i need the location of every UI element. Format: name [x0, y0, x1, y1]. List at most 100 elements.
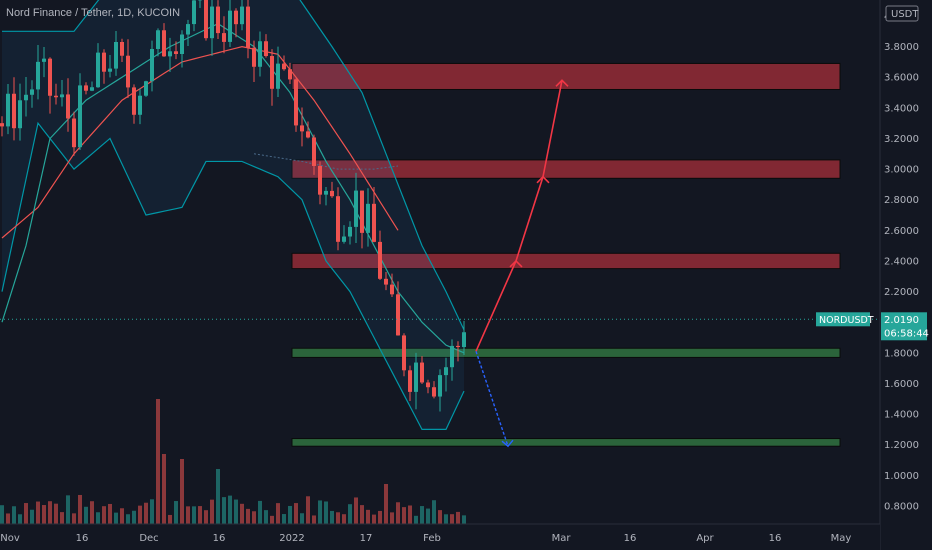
candle-body [180, 34, 184, 54]
volume-bar [378, 510, 382, 524]
x-tick-label: Apr [696, 533, 714, 544]
volume-bar [390, 512, 394, 524]
volume-bar [246, 508, 250, 524]
candle-body [90, 87, 94, 91]
volume-bar [402, 507, 406, 524]
y-tick-label: 3.0000 [884, 165, 919, 176]
volume-bar [48, 501, 52, 524]
volume-bar [222, 497, 226, 524]
volume-bar [162, 454, 166, 524]
candle-body [408, 370, 412, 392]
volume-bar [228, 495, 232, 524]
volume-bar [450, 514, 454, 524]
volume-bar [372, 514, 376, 524]
volume-bar [54, 503, 58, 524]
candle-body [318, 165, 322, 195]
y-tick-label: 1.8000 [884, 348, 919, 359]
volume-bar [6, 513, 10, 524]
volume-bar [24, 503, 28, 524]
y-tick-label: 3.4000 [884, 103, 919, 114]
resistance-zone [291, 159, 841, 179]
volume-bar [288, 505, 292, 524]
volume-bar [30, 509, 34, 524]
volume-bar [102, 506, 106, 524]
candle-body [108, 68, 112, 72]
candle-body [78, 85, 82, 148]
countdown-label: 06:58:44 [884, 328, 929, 339]
y-tick-label: 2.4000 [884, 256, 919, 267]
volume-bar [234, 499, 238, 524]
y-tick-label: 3.2000 [884, 134, 919, 145]
volume-bar [324, 501, 328, 524]
volume-bar [294, 503, 298, 524]
candle-body [378, 241, 382, 279]
volume-bar [0, 505, 4, 524]
volume-bar [18, 514, 22, 524]
candle-body [456, 345, 460, 348]
candle-body [204, 0, 208, 39]
candle-body [120, 41, 124, 56]
candle-body [396, 294, 400, 336]
projection-up-arrowhead [509, 259, 523, 268]
volume-bar [198, 506, 202, 524]
volume-bar [96, 512, 100, 524]
candle-body [72, 118, 76, 148]
volume-bar [444, 514, 448, 524]
bollinger-band [1, 0, 465, 430]
volume-bar [174, 501, 178, 524]
volume-bar [36, 501, 40, 524]
x-tick-label: 16 [624, 533, 637, 544]
projection-up-line [475, 80, 563, 352]
candle-body [336, 196, 340, 242]
y-tick-label: 3.6000 [884, 73, 919, 84]
volume-bar [348, 504, 352, 524]
y-tick-label: 1.6000 [884, 379, 919, 390]
x-tick-label: Dec [139, 533, 158, 544]
currency-badge [885, 5, 919, 22]
volume-bar [366, 509, 370, 524]
candle-body [414, 362, 418, 392]
volume-bar [216, 469, 220, 524]
candle-body [84, 85, 88, 91]
candle-body [162, 30, 166, 57]
y-tick-label: 2.2000 [884, 287, 919, 298]
candle-body [138, 95, 142, 115]
candle-body [372, 203, 376, 242]
candle-body [294, 79, 298, 126]
candle-body [246, 6, 250, 48]
candle-body [192, 0, 196, 25]
candle-body [6, 93, 10, 127]
volume-bar [72, 513, 76, 524]
volume-bar [60, 512, 64, 524]
projection-arrows [475, 79, 569, 448]
candle-body [174, 51, 178, 54]
candle-body [150, 48, 154, 82]
projection-up-arrowhead [555, 79, 569, 87]
volume-bar [264, 510, 268, 524]
x-tick-label: 2022 [279, 533, 304, 544]
volume-bar [180, 459, 184, 524]
candle-body [48, 58, 52, 96]
volume-bar [12, 506, 16, 524]
chart-title: Nord Finance / Tether, 1D, KUCOIN [6, 7, 181, 19]
candle-body [300, 125, 304, 132]
candle-body [258, 41, 262, 67]
candle-body [264, 41, 268, 57]
candle-body [18, 100, 22, 129]
volume-bar [240, 503, 244, 524]
volume-bar [282, 514, 286, 524]
candle-body [306, 131, 310, 138]
x-tick-label: Nov [0, 533, 20, 544]
candle-body [432, 387, 436, 397]
x-tick-label: 16 [76, 533, 89, 544]
y-tick-label: 0.8000 [884, 501, 919, 512]
volume-bar [276, 503, 280, 524]
volume-bar [84, 506, 88, 524]
volume-bar [186, 506, 190, 524]
candle-body [276, 63, 280, 89]
volume-bar [78, 494, 82, 524]
time-axis: Nov 16 Dec 16 2022 17 Feb Mar 16 Apr 16 May [0, 523, 880, 550]
currency-label: USDT [891, 9, 919, 20]
price-axis-bg [880, 0, 932, 550]
